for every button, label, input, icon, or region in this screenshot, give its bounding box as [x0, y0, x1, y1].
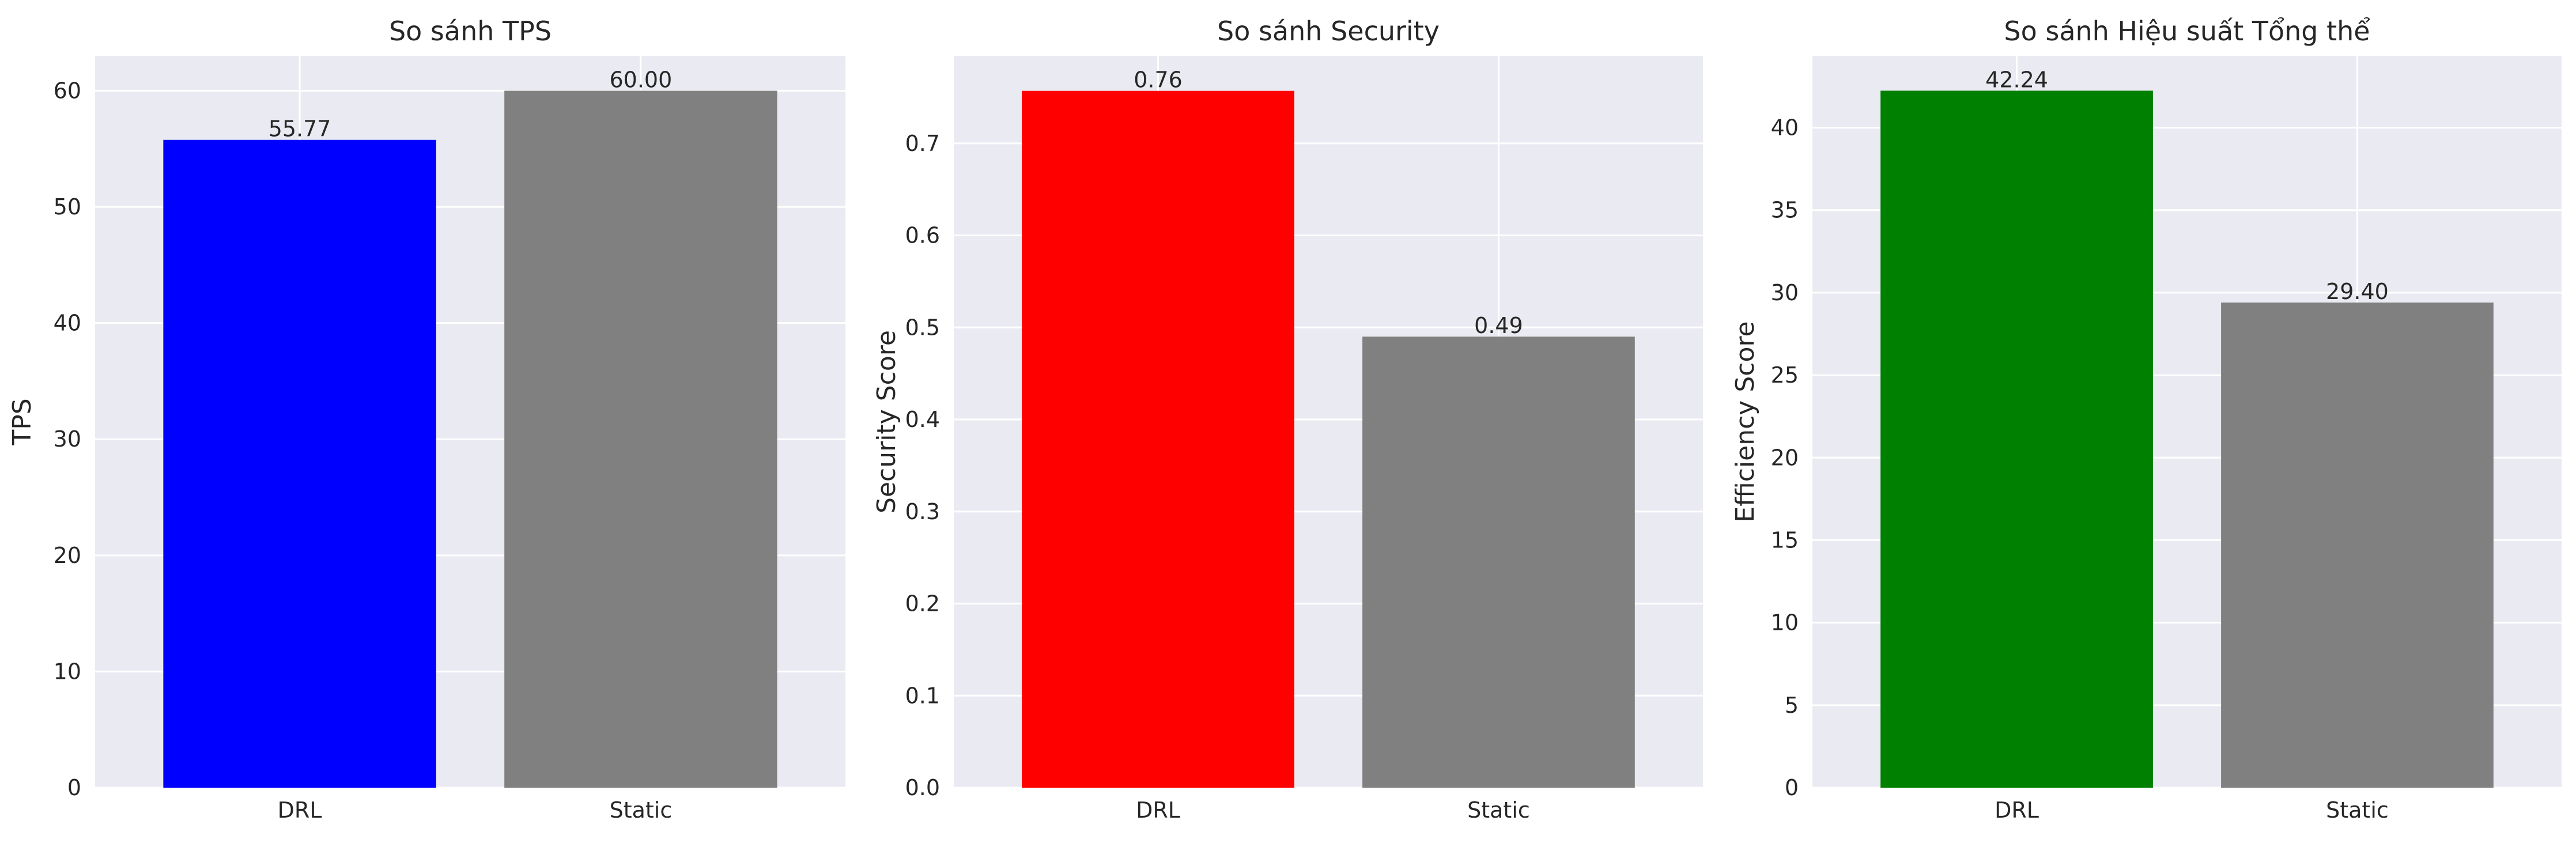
subplot-2: 0.0 0.1 0.2 0.3 0.4 0.5 0.6 0.7 0.76 DRL 0.49 Stati… — [872, 16, 1703, 823]
y-tick-label: 35 — [1771, 198, 1799, 223]
y-tick-label: 15 — [1771, 527, 1799, 553]
subplot-1: 0 10 20 30 40 50 60 55.77 DRL 60.00 Static So sánh … — [7, 16, 845, 823]
y-tick-label: 0 — [67, 775, 81, 800]
bar-static — [1362, 337, 1635, 788]
x-tick-label: Static — [1467, 797, 1530, 823]
x-tick-label: Static — [2326, 797, 2389, 823]
y-tick-label: 0.4 — [905, 407, 940, 432]
x-tick-label: DRL — [1995, 797, 2039, 823]
chart-title: So sánh Security — [1217, 16, 1440, 47]
y-tick-label: 40 — [1771, 115, 1799, 141]
chart-title: So sánh Hiệu suất Tổng thể — [2004, 16, 2370, 47]
bar-value-label: 0.76 — [1134, 67, 1183, 93]
bar-drl — [1880, 90, 2153, 788]
y-tick-label: 40 — [54, 311, 81, 336]
bar-value-label: 0.49 — [1474, 313, 1523, 338]
y-tick-label: 60 — [54, 78, 81, 103]
y-tick-label: 10 — [1771, 610, 1799, 636]
y-tick-label: 25 — [1771, 362, 1799, 388]
chart-title: So sánh TPS — [389, 16, 552, 47]
bar-value-label: 60.00 — [610, 67, 673, 92]
y-tick-label: 30 — [54, 426, 81, 452]
subplot-3: 0 5 10 15 20 25 30 35 40 42.24 DRL 29.40 Static So sá… — [1731, 16, 2562, 823]
x-tick-label: DRL — [278, 797, 322, 823]
bar-drl — [1022, 90, 1294, 788]
y-tick-label: 0.3 — [905, 499, 940, 524]
bar-value-label: 29.40 — [2326, 279, 2389, 304]
y-tick-label: 0.0 — [905, 775, 940, 800]
x-tick-label: DRL — [1136, 797, 1180, 823]
y-tick-label: 20 — [54, 543, 81, 568]
y-tick-label: 0.2 — [905, 591, 940, 617]
y-tick-label: 0.1 — [905, 683, 940, 708]
y-tick-label: 0.6 — [905, 223, 940, 248]
x-tick-label: Static — [610, 797, 673, 823]
y-tick-label: 5 — [1785, 693, 1799, 718]
bar-static — [504, 90, 777, 788]
y-tick-label: 20 — [1771, 445, 1799, 470]
bar-static — [2221, 303, 2494, 788]
y-tick-label: 10 — [54, 659, 81, 684]
y-tick-label: 30 — [1771, 280, 1799, 305]
bar-drl — [163, 139, 436, 788]
y-tick-label: 0.7 — [905, 131, 940, 156]
y-axis-label: Security Score — [872, 330, 901, 513]
y-tick-label: 50 — [54, 194, 81, 220]
y-axis-label: TPS — [7, 398, 37, 445]
y-tick-label: 0.5 — [905, 315, 940, 340]
y-tick-label: 0 — [1785, 775, 1799, 800]
bar-value-label: 55.77 — [269, 116, 331, 142]
bar-value-label: 42.24 — [1985, 67, 2048, 92]
y-axis-label: Efficiency Score — [1731, 321, 1760, 522]
